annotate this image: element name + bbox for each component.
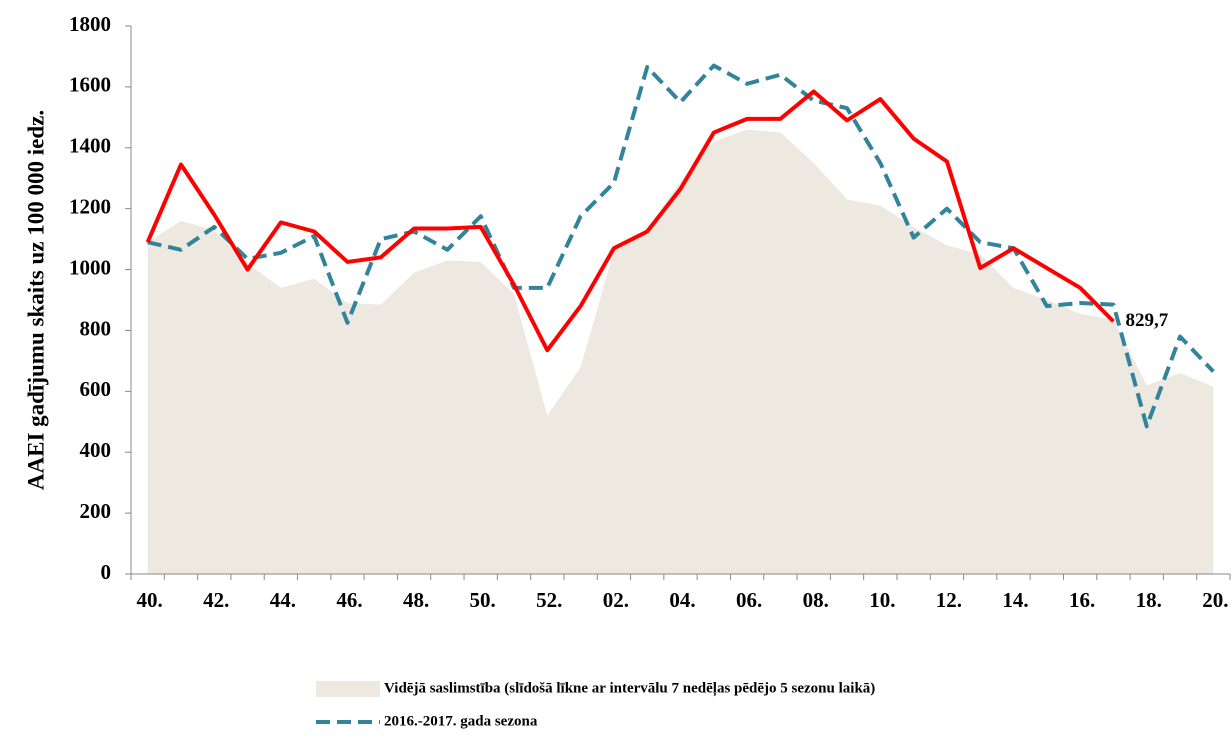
x-tick-label: 12. — [936, 588, 962, 612]
x-tick-label: 02. — [603, 588, 629, 612]
y-tick-label: 200 — [80, 499, 112, 523]
line — [147, 63, 1215, 429]
x-tick-label: 04. — [669, 588, 695, 612]
y-axis-label: AAEI gadījumu skaits uz 100 000 iedz. — [23, 110, 48, 490]
x-tick-label: 10. — [869, 588, 895, 612]
data-label: 829,7 — [1125, 310, 1168, 331]
y-tick-label: 0 — [101, 560, 112, 584]
x-tick-label: 46. — [336, 588, 362, 612]
area — [147, 129, 1214, 574]
legend-label: 2016.-2017. gada sezona — [384, 713, 538, 729]
line — [145, 89, 1115, 353]
x-tick-label: 52. — [536, 588, 562, 612]
x-tick-label: 20. — [1202, 588, 1228, 612]
legend-swatch — [316, 681, 380, 697]
x-tick-label: 18. — [1136, 588, 1162, 612]
y-tick-label: 1200 — [69, 194, 111, 218]
x-tick-label: 40. — [137, 588, 163, 612]
x-tick-label: 16. — [1069, 588, 1095, 612]
x-tick-label: 14. — [1002, 588, 1028, 612]
y-tick-label: 400 — [80, 438, 112, 462]
y-tick-label: 1800 — [69, 12, 111, 36]
y-tick-label: 800 — [80, 316, 112, 340]
y-tick-label: 600 — [80, 377, 112, 401]
x-tick-label: 42. — [203, 588, 229, 612]
x-tick-label: 44. — [270, 588, 296, 612]
x-tick-label: 08. — [803, 588, 829, 612]
x-tick-label: 06. — [736, 588, 762, 612]
y-tick-label: 1000 — [69, 255, 111, 279]
legend-label: Vidējā saslimstība (slīdošā līkne ar int… — [384, 680, 875, 696]
x-tick-label: 50. — [470, 588, 496, 612]
y-tick-label: 1400 — [69, 134, 111, 158]
y-tick-label: 1600 — [69, 73, 111, 97]
x-tick-label: 48. — [403, 588, 429, 612]
